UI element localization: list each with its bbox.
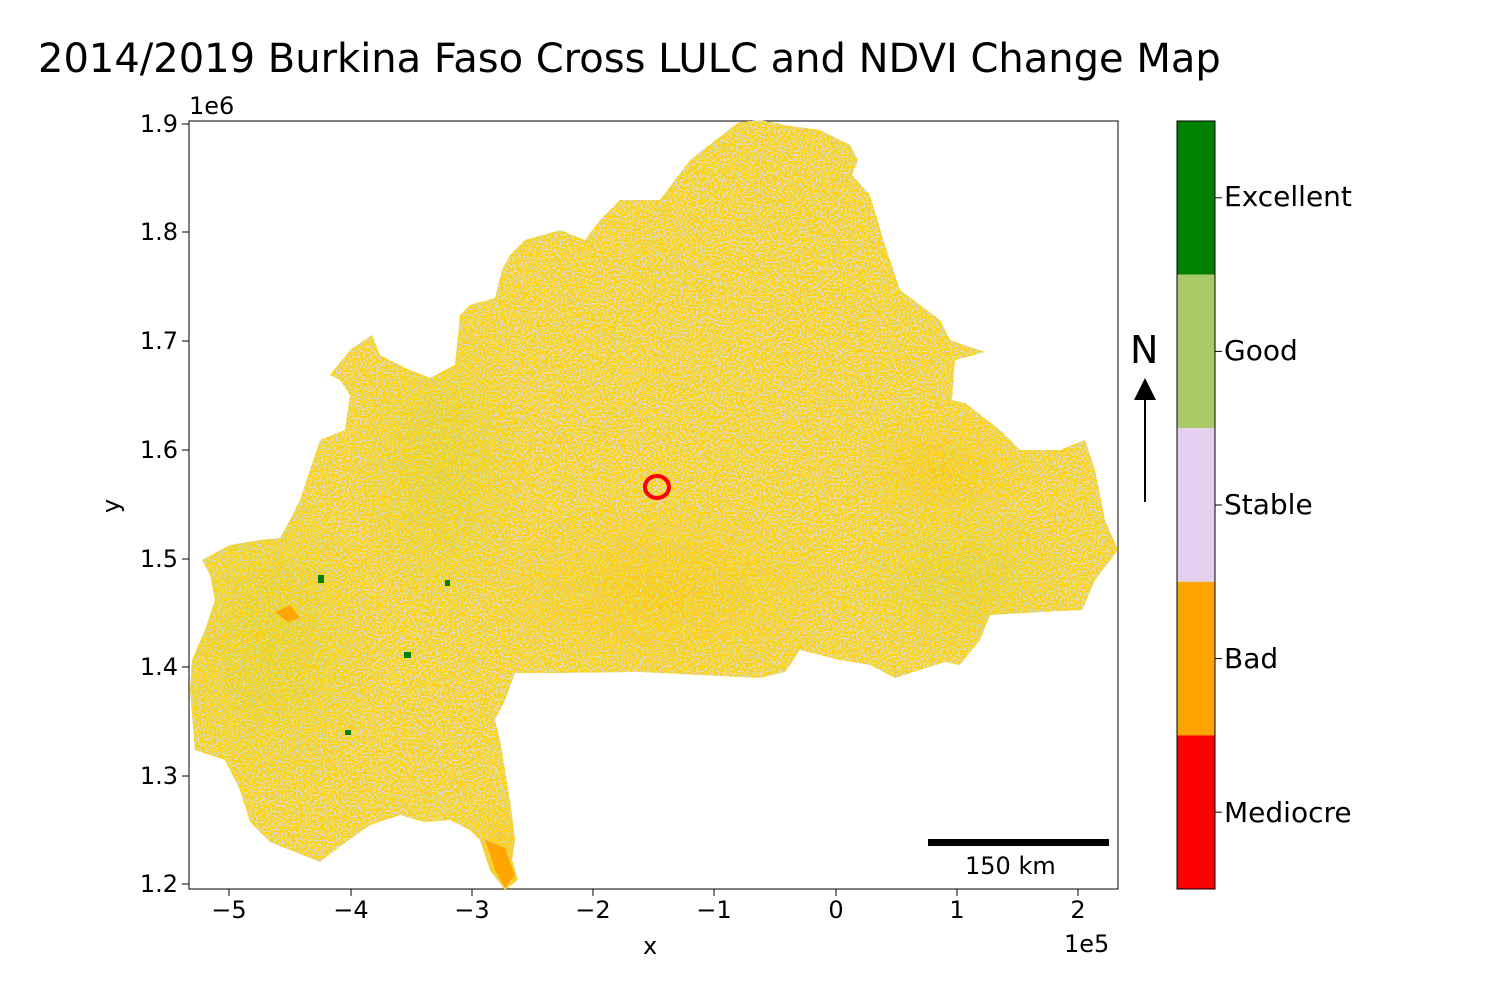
- x-tick-label: −1: [696, 896, 732, 924]
- colorbar-label-excellent: Excellent: [1224, 180, 1352, 213]
- y-tick-label: 1.9: [139, 110, 178, 138]
- colorbar-segment-mediocre: [1177, 735, 1215, 889]
- scale-bar-label: 150 km: [965, 852, 1056, 880]
- y-tick-label: 1.2: [139, 870, 178, 898]
- y-tick-label: 1.5: [139, 545, 178, 573]
- y-tick-label: 1.3: [139, 762, 178, 790]
- colorbar-segment-bad: [1177, 581, 1215, 736]
- map-title: 2014/2019 Burkina Faso Cross LULC and ND…: [38, 36, 1221, 82]
- mediocre-ring-feature: [643, 474, 671, 500]
- north-arrow-icon: [1134, 378, 1156, 400]
- colorbar-outline: [1176, 120, 1216, 890]
- x-tick-label: −3: [454, 896, 490, 924]
- y-tick-label: 1.6: [139, 436, 178, 464]
- y-axis-label: y: [97, 498, 126, 514]
- excellent-patch: [345, 730, 351, 735]
- y-tick-label: 1.4: [139, 653, 178, 681]
- y-tick-label: 1.7: [139, 327, 178, 355]
- colorbar-label-stable: Stable: [1224, 488, 1313, 521]
- x-tick-label: 2: [1070, 896, 1086, 924]
- north-label: N: [1130, 328, 1159, 372]
- bad-patch-west: [275, 605, 300, 622]
- x-offset-label: 1e5: [1064, 930, 1110, 958]
- x-tick-label: 1: [949, 896, 965, 924]
- scale-bar: [928, 839, 1109, 846]
- colorbar-segment-stable: [1177, 428, 1215, 582]
- bad-patch-south: [485, 840, 515, 888]
- colorbar-label-mediocre: Mediocre: [1224, 796, 1352, 829]
- colorbar-label-bad: Bad: [1224, 642, 1279, 675]
- colorbar-segment-good: [1177, 274, 1215, 429]
- colorbar-label-good: Good: [1224, 334, 1298, 367]
- colorbar: [1176, 120, 1222, 890]
- x-tick-label: 0: [828, 896, 844, 924]
- tick-marks: [182, 123, 1079, 896]
- excellent-patch: [318, 575, 324, 583]
- x-axis-label: x: [643, 932, 658, 960]
- x-tick-label: −2: [575, 896, 611, 924]
- x-tick-label: −4: [333, 896, 369, 924]
- y-offset-label: 1e6: [189, 92, 235, 120]
- colorbar-segment-excellent: [1177, 121, 1215, 275]
- excellent-patch: [404, 652, 411, 658]
- x-tick-label: −5: [211, 896, 247, 924]
- y-tick-label: 1.8: [139, 218, 178, 246]
- excellent-patch: [445, 580, 450, 586]
